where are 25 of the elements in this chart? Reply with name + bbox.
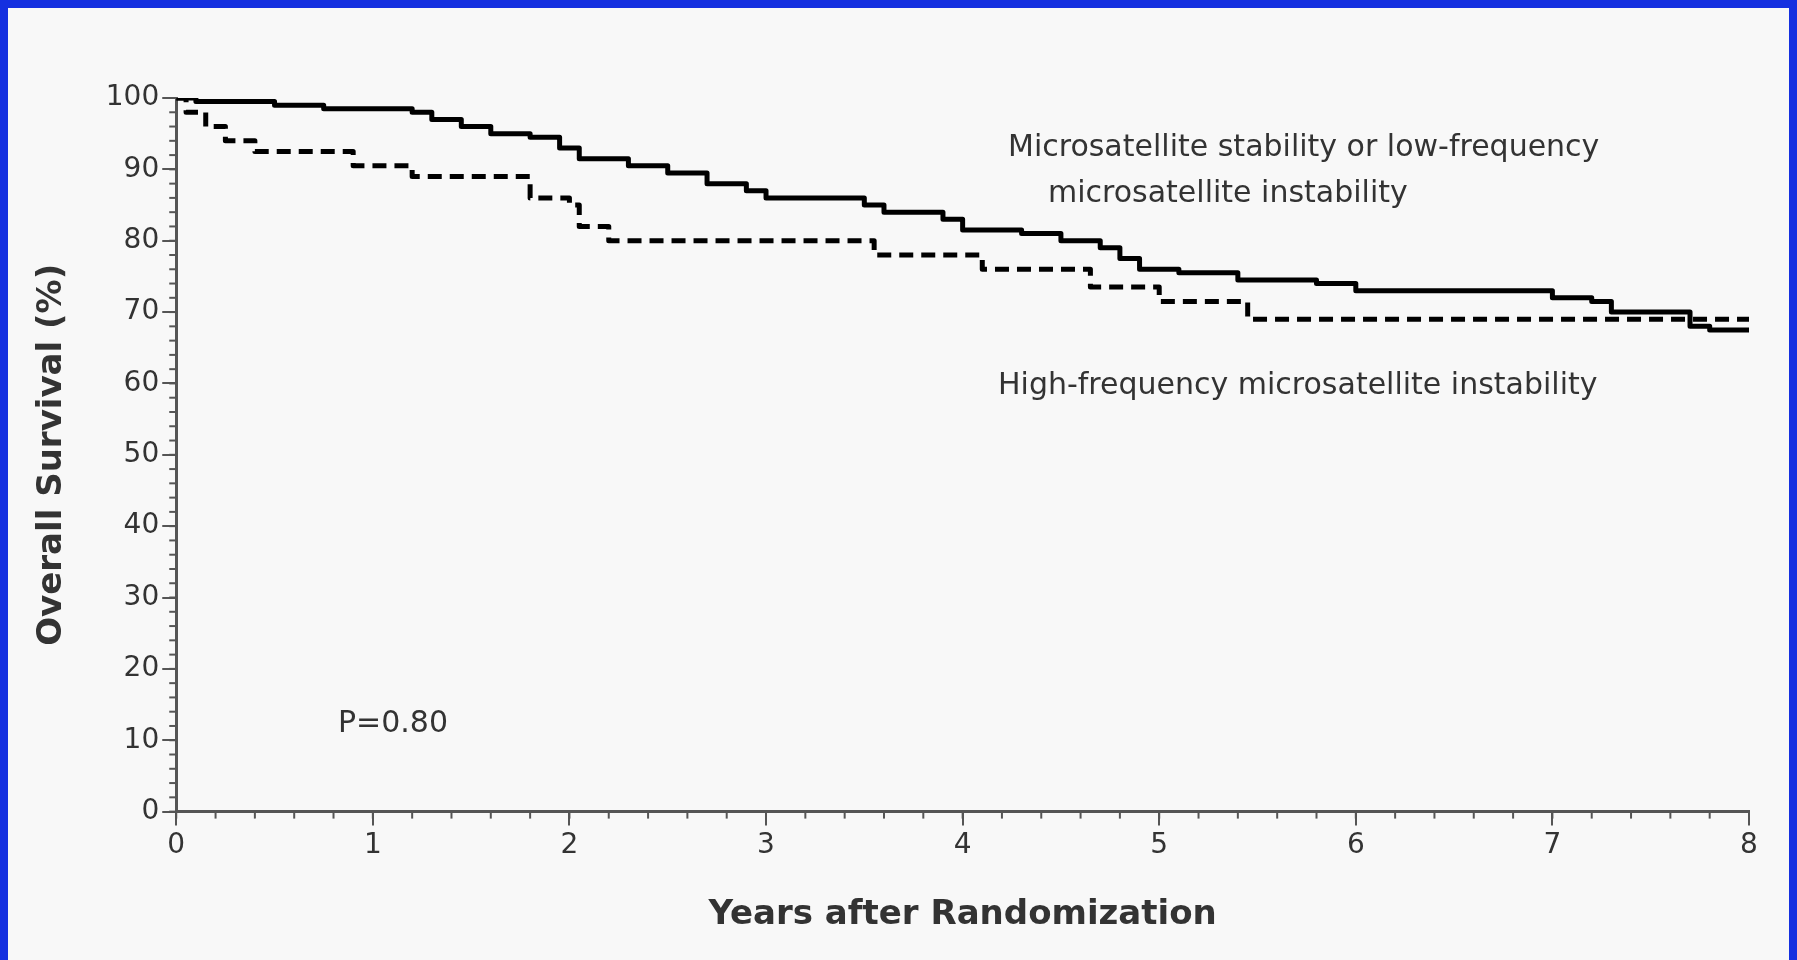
series-label: High-frequency microsatellite instability [998,365,1598,401]
y-tick-label: 50 [123,436,160,470]
series-label: Microsatellite stability or low-frequency microsatellite instability [1008,127,1600,209]
x-tick-label: 8 [1740,826,1758,860]
y-tick-label: 90 [123,150,160,184]
x-tick-label: 7 [1543,826,1562,860]
x-tick-label: 4 [953,826,972,860]
x-tick-label: 1 [363,826,382,860]
x-tick-label: 6 [1346,826,1365,860]
y-tick-label: 20 [123,650,160,684]
y-axis-title: Overall Survival (%) [29,263,70,646]
y-tick-label: 100 [105,79,160,113]
y-tick-label: 30 [123,578,160,612]
x-tick-label: 2 [560,826,579,860]
x-tick-label: 3 [757,826,775,860]
y-tick-label: 0 [141,792,160,826]
x-tick-label: 0 [167,826,186,860]
x-tick-label: 5 [1150,826,1169,860]
annotation: P=0.80 [338,703,449,739]
x-axis-title: Years after Randomization [707,892,1217,933]
y-tick-label: 40 [123,507,160,541]
y-tick-label: 10 [123,721,160,755]
y-tick-label: 80 [123,222,160,255]
y-tick-label: 70 [123,293,160,327]
y-tick-label: 60 [123,364,160,398]
